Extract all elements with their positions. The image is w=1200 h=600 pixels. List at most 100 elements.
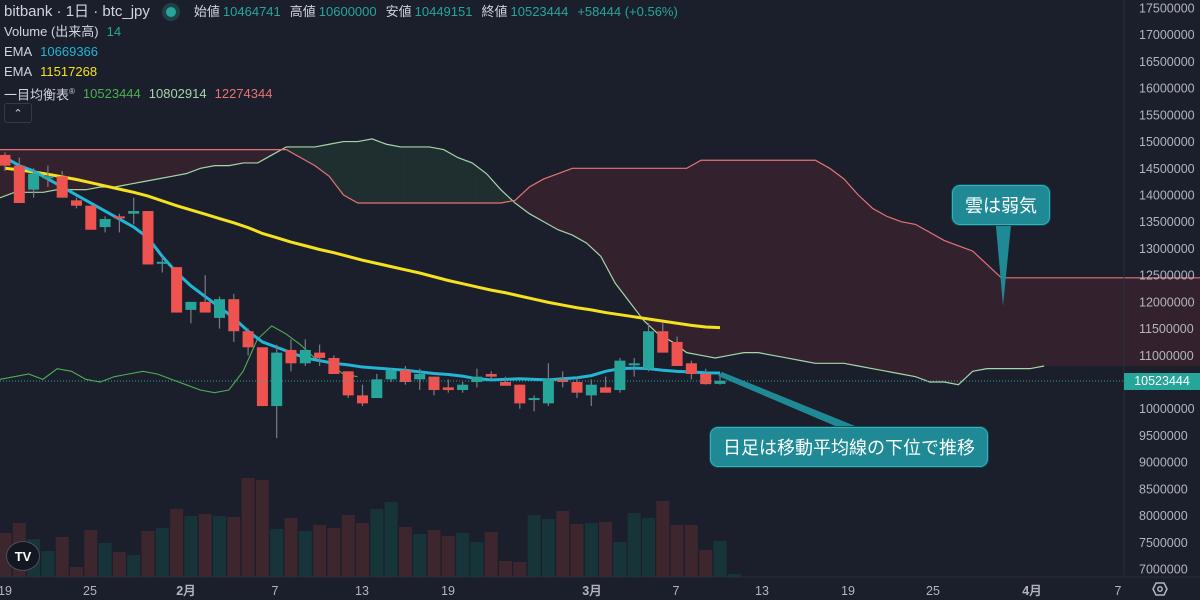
- candle-body: [28, 173, 40, 190]
- cloud-segment: [801, 160, 816, 364]
- cloud-segment: [786, 160, 802, 361]
- price-tick-label: 17500000: [1139, 2, 1195, 16]
- volume-bar: [670, 525, 684, 577]
- gear-icon[interactable]: [1152, 582, 1168, 596]
- candle-body: [442, 387, 454, 391]
- cloud-segment: [586, 168, 601, 257]
- senkou-span-b-line: [0, 148, 1200, 279]
- candle-body: [657, 331, 669, 353]
- cloud-segment: [529, 178, 544, 222]
- open-label: 始値: [193, 4, 220, 19]
- ema-slow-line: [4, 166, 721, 330]
- candle-body: [85, 205, 97, 230]
- ichimoku-value-3: 12274344: [214, 85, 273, 101]
- volume-bar: [513, 562, 527, 577]
- cloud-segment: [715, 160, 730, 358]
- cloud-segment: [229, 149, 244, 166]
- cloud-segment: [844, 178, 859, 366]
- candle-body: [399, 370, 411, 383]
- legend-ichimoku[interactable]: 一目均衡表® 10523444 10802914 12274344: [4, 82, 678, 105]
- cloud-segment: [171, 149, 187, 177]
- cloud-segment: [772, 160, 787, 358]
- volume-bar: [570, 524, 584, 577]
- price-tick-label: 13500000: [1139, 215, 1195, 229]
- cloud-segment: [558, 168, 573, 236]
- callout-below-moving-average[interactable]: 日足は移動平均線の下位で推移: [710, 427, 988, 467]
- indicator-lines: [0, 138, 1200, 394]
- cloud-segment: [629, 168, 644, 321]
- volume-bar: [398, 527, 412, 577]
- cloud-segment: [1058, 277, 1073, 366]
- cloud-segment: [114, 149, 129, 187]
- time-tick-label: 13: [355, 584, 369, 598]
- cloud-segment: [443, 149, 458, 204]
- volume-bar: [484, 532, 498, 577]
- time-axis[interactable]: 19 25 2月 7 13 19 3月 7 13 19 25 4月 7: [0, 584, 1122, 598]
- callout-pointer-candles: [718, 372, 860, 428]
- volume-bar: [55, 537, 69, 577]
- volume-bar: [198, 514, 212, 577]
- price-tick-label: 8000000: [1139, 509, 1188, 523]
- candle-body: [242, 331, 254, 348]
- cloud-segment: [543, 173, 558, 230]
- cloud-segment: [372, 138, 387, 204]
- legend-ema-fast[interactable]: EMA 10669366: [4, 42, 678, 62]
- candle-body: [113, 216, 125, 219]
- price-tick-label: 7500000: [1139, 536, 1188, 550]
- volume-bar: [427, 530, 441, 577]
- cloud-segment: [1044, 277, 1059, 366]
- volume-bar: [613, 542, 627, 577]
- symbol-title[interactable]: bitbank · 1日 · btc_jpy: [4, 3, 150, 20]
- price-axis[interactable]: 17500000 17000000 16500000 16000000 15500000…: [1139, 2, 1195, 577]
- open-value: 10464741: [222, 4, 281, 19]
- volume-bar: [642, 518, 655, 577]
- legend-volume[interactable]: Volume (出来高) 14: [4, 22, 678, 42]
- price-tick-label: 14000000: [1139, 189, 1195, 203]
- cloud-segment: [343, 141, 358, 204]
- cloud-segment: [1072, 277, 1088, 366]
- candle-body: [700, 373, 712, 385]
- cloud-segment: [457, 157, 473, 204]
- change-value: +58444 (+0.56%): [577, 4, 678, 19]
- cloud-segment: [743, 160, 759, 353]
- cloud-segment: [915, 224, 930, 383]
- candle-body: [42, 176, 54, 179]
- ohlc-values: 始値 10464741 高値 10600000 安値 10449151 終値 10523…: [194, 2, 678, 22]
- candle-body: [685, 363, 697, 374]
- cloud-segment: [472, 162, 487, 204]
- cloud-segment: [86, 149, 101, 190]
- candle-body: [128, 211, 140, 214]
- ema-fast-line: [4, 156, 721, 382]
- price-tick-label: 9500000: [1139, 429, 1188, 443]
- candle-body: [714, 380, 726, 384]
- cloud-segment: [729, 160, 744, 356]
- ichimoku-value-2: 10802914: [148, 85, 207, 101]
- candle-body: [13, 165, 25, 204]
- cloud-segment: [429, 146, 444, 204]
- cloud-segment: [129, 149, 144, 185]
- cloud-segment: [257, 149, 272, 163]
- collapse-legend-button[interactable]: ⌃: [4, 103, 32, 123]
- candle-body: [428, 376, 440, 391]
- callout-cloud-bearish[interactable]: 雲は弱気: [952, 185, 1050, 225]
- ichimoku-label: 一目均衡表: [4, 87, 70, 103]
- legend-ema-slow[interactable]: EMA 11517268: [4, 62, 678, 82]
- time-tick-label: 2月: [176, 584, 195, 598]
- cloud-segment: [71, 149, 87, 190]
- candle-body: [371, 379, 383, 399]
- cloud-segment: [901, 221, 916, 377]
- volume-bar: [98, 543, 112, 577]
- ema-slow-value: 11517268: [40, 64, 98, 79]
- price-tick-label: 13000000: [1139, 242, 1195, 256]
- candle-body: [214, 299, 225, 318]
- ichimoku-value-1: 10523444: [82, 85, 141, 101]
- price-tick-label: 8500000: [1139, 482, 1188, 496]
- cloud-segment: [1015, 277, 1030, 369]
- price-tick-label: 12500000: [1139, 269, 1195, 283]
- cloud-segment: [858, 195, 873, 369]
- price-tick-label: 15500000: [1139, 108, 1195, 122]
- volume-bar: [170, 509, 184, 577]
- tradingview-logo[interactable]: TV: [6, 541, 40, 571]
- time-tick-label: 19: [441, 584, 455, 598]
